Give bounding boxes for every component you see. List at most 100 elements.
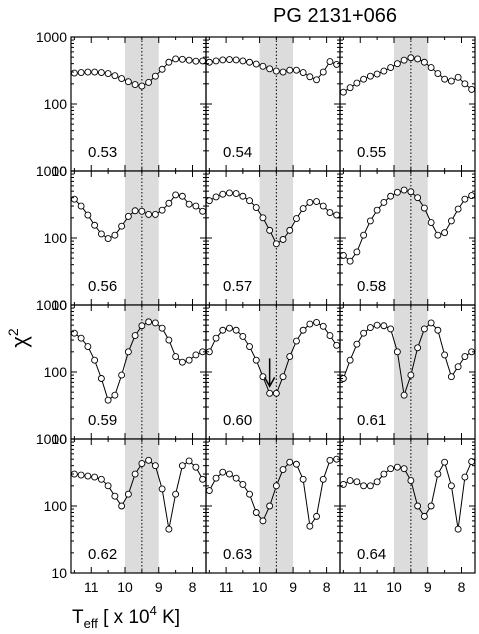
data-point-p064 [407, 477, 415, 484]
data-point-p054 [333, 60, 341, 68]
chart-title: PG 2131+066 [273, 5, 397, 27]
data-point-p059 [91, 356, 99, 364]
data-point-p060 [313, 318, 320, 326]
data-point-p056 [172, 191, 180, 199]
data-point-p054 [279, 68, 287, 76]
data-point-p054 [266, 65, 274, 73]
panel-label-p064: 0.64 [357, 546, 386, 563]
y-tick-label: 100 [44, 230, 68, 246]
data-point-p060 [299, 326, 307, 334]
data-point-p055 [393, 60, 401, 68]
data-point-p056 [178, 192, 186, 200]
y-tick-label: 100 [44, 498, 68, 514]
data-point-p053 [124, 78, 132, 86]
data-point-p063 [272, 482, 280, 490]
panel-p058: 0.58 [339, 170, 476, 306]
data-point-p058 [360, 231, 368, 239]
panel-label-p053: 0.53 [88, 144, 117, 161]
panel-label-p060: 0.60 [223, 412, 252, 429]
data-point-p054 [326, 58, 334, 66]
data-point-p053 [77, 69, 85, 76]
panel-p064: 0.64 [339, 438, 476, 574]
data-point-p061 [373, 321, 381, 329]
data-point-p062 [185, 457, 193, 465]
data-point-p062 [104, 482, 112, 490]
data-point-p056 [145, 210, 153, 218]
x-axis-label: Teff [ x 104 K] [72, 603, 180, 631]
panel-label-p063: 0.63 [223, 546, 252, 563]
data-point-p060 [333, 341, 341, 349]
data-point-p060 [293, 337, 300, 345]
data-point-p062 [138, 460, 146, 468]
data-point-p057 [319, 202, 327, 210]
data-point-p062 [158, 485, 166, 493]
data-point-p064 [461, 473, 469, 481]
panel-label-p056: 0.56 [88, 278, 117, 295]
panel-p063: 0.63 [205, 438, 341, 574]
data-point-p060 [239, 332, 247, 340]
data-point-p054 [225, 56, 233, 64]
y-axis-label: χ2 [5, 328, 32, 348]
data-point-p061 [380, 322, 388, 330]
panel-p055: 0.55 [339, 36, 476, 172]
x-tick-label: 10 [117, 579, 133, 595]
data-point-p057 [225, 189, 233, 197]
data-point-p053 [145, 78, 153, 86]
x-tick-label: 9 [424, 579, 432, 595]
data-point-p064 [434, 470, 442, 478]
data-point-p054 [219, 56, 227, 64]
data-point-p054 [259, 62, 267, 70]
data-point-p062 [131, 470, 139, 478]
data-point-p058 [427, 219, 435, 227]
data-point-p061 [414, 344, 422, 352]
data-point-p059 [138, 322, 146, 330]
panel-label-p057: 0.57 [223, 278, 252, 295]
data-point-p064 [447, 482, 455, 490]
panel-p062: 0.62 [70, 438, 207, 574]
data-point-p063 [259, 517, 267, 525]
panel-p056: 0.56 [70, 170, 207, 306]
data-point-p053 [131, 81, 139, 89]
data-point-p064 [414, 502, 422, 510]
data-point-p055 [373, 70, 381, 78]
data-point-p060 [326, 332, 334, 339]
data-point-p054 [286, 66, 294, 74]
data-point-p061 [387, 325, 395, 333]
data-point-p055 [434, 70, 442, 77]
y-tick-label: 100 [44, 364, 68, 380]
data-point-p058 [393, 188, 401, 196]
data-point-p060 [232, 326, 240, 334]
data-point-p053 [118, 75, 126, 82]
data-point-p057 [212, 193, 220, 201]
data-point-p057 [286, 226, 294, 234]
data-point-p059 [151, 319, 159, 327]
data-point-p056 [151, 210, 159, 218]
panel-p059: 0.59 [70, 304, 207, 440]
x-tick-label: 8 [458, 579, 466, 595]
data-point-p064 [454, 525, 462, 533]
data-point-p062 [118, 502, 126, 510]
data-point-p063 [313, 512, 320, 520]
y-tick-label: 100 [44, 96, 68, 112]
data-point-p061 [360, 329, 368, 337]
data-point-p061 [400, 391, 408, 399]
data-point-p053 [172, 55, 180, 63]
data-point-p056 [131, 207, 139, 215]
data-point-p064 [400, 465, 408, 473]
data-point-p064 [360, 482, 368, 490]
y-axis-label-exp: 2 [5, 328, 21, 336]
data-point-p059 [84, 343, 92, 350]
data-point-p056 [192, 202, 200, 210]
data-point-p063 [205, 487, 213, 495]
data-point-p057 [293, 215, 300, 223]
data-point-p056 [138, 207, 146, 215]
data-point-p062 [178, 462, 186, 470]
data-point-p059 [97, 375, 105, 382]
x-tick-label: 8 [323, 579, 331, 595]
data-point-p060 [319, 322, 327, 330]
data-point-p059 [178, 358, 186, 366]
data-point-p059 [145, 318, 153, 326]
data-point-p053 [151, 72, 159, 80]
data-point-p057 [266, 226, 274, 234]
